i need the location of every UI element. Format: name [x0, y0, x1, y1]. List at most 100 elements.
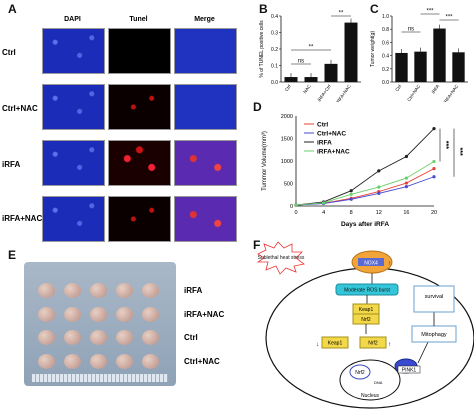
nrf2-nuclear-shape: [349, 364, 371, 380]
dna-label: DNA: [374, 380, 383, 385]
bar: [433, 28, 446, 82]
pink1-box: [397, 365, 421, 374]
nrf2-label-top: Nrf2: [361, 317, 371, 323]
nrf2-box-bottom: [359, 336, 387, 349]
ruler: [32, 374, 168, 382]
keap1-down-arrow: ↓: [316, 342, 319, 348]
row-label-irfa-nac: iRFA+NAC: [2, 214, 43, 223]
col-header-merge: Merge: [194, 16, 215, 23]
image-tunel-irfa: [108, 140, 171, 186]
tumor-sample: [38, 330, 55, 345]
image-dapi-irfa: [42, 140, 105, 186]
tumor-sample: [116, 330, 133, 345]
keap1-label-bottom: Keap1: [328, 341, 343, 347]
image-dapi-ctrl-nac: [42, 84, 105, 130]
series-line: [295, 176, 435, 206]
data-point: [294, 203, 298, 207]
tumor-sample: [142, 283, 159, 298]
data-point: [432, 127, 436, 131]
tumor-sample: [64, 307, 81, 322]
y-tick-label: 0.2: [271, 47, 278, 53]
pathway-diagram: Sublethal heat stress NOX4 ↑ Moderate RO…: [256, 241, 474, 409]
data-point: [404, 176, 408, 180]
col-header-dapi: DAPI: [64, 16, 81, 23]
significance-label: **: [339, 11, 344, 17]
legend-label: iRFA+NAC: [317, 149, 350, 156]
tumor-sample: [116, 283, 133, 298]
x-tick-label: 0: [294, 210, 297, 216]
data-point: [349, 197, 353, 201]
data-point: [432, 175, 436, 179]
y-axis-label: Tumor weight(g): [370, 31, 376, 68]
bar: [324, 63, 338, 82]
nucleus-outline: [339, 359, 401, 401]
y-tick-label: 0.3: [271, 31, 278, 37]
data-point: [377, 185, 381, 189]
series-line: [295, 128, 435, 206]
tumor-sample: [90, 330, 107, 345]
image-merge-irfa: [174, 140, 237, 186]
tumor-sample: [116, 354, 133, 369]
x-tick-label: 20: [431, 210, 437, 216]
y-tick-label: 1500: [281, 137, 293, 143]
y-tick-label: 0.8: [382, 27, 389, 33]
x-tick-label: 8: [350, 210, 353, 216]
image-dapi-irfa-nac: [42, 196, 105, 242]
image-merge-ctrl-nac: [174, 84, 237, 130]
data-point: [349, 189, 353, 193]
tumor-sample: [64, 330, 81, 345]
photo-row-ctrl: Ctrl: [184, 333, 198, 342]
ros-label: Moderate ROS burst: [344, 288, 390, 294]
legend-label: iRFA: [317, 140, 332, 147]
heat-stress-label: Sublethal heat stress: [258, 255, 305, 261]
image-tunel-ctrl: [108, 28, 171, 74]
bar: [395, 52, 408, 82]
nrf2-label-bottom: Nrf2: [368, 341, 378, 347]
data-point: [404, 185, 408, 189]
y-tick-label: 0.0: [382, 80, 389, 86]
chart-d-tumor-volume: 0 500 1000 1500 2000 0 4 8 12 16 20 Days after iRFA…: [262, 114, 463, 228]
data-point: [404, 154, 408, 159]
tumor-sample: [142, 354, 159, 369]
x-tick-label: 16: [403, 210, 409, 216]
tumor-sample: [90, 354, 107, 369]
nrf2-up-arrow: ↑: [388, 342, 391, 348]
y-axis-label: % of TUNEL positive cells: [259, 20, 265, 78]
image-merge-ctrl: [174, 28, 237, 74]
keap1-box-bottom: [321, 336, 349, 349]
row-label-irfa: iRFA: [2, 160, 21, 169]
significance-label: ns: [408, 27, 414, 33]
bar: [304, 77, 318, 82]
panel-label-e: E: [8, 248, 17, 262]
nox4-box: [358, 258, 384, 266]
y-tick-label: 1000: [281, 159, 293, 165]
tumor-sample: [116, 307, 133, 322]
bar: [452, 52, 465, 82]
x-axis-label: Days after iRFA: [341, 221, 389, 228]
col-header-tunel: Tunel: [129, 16, 148, 23]
data-point: [377, 191, 381, 195]
photo-row-irfa-nac: iRFA+NAC: [184, 310, 225, 319]
mitophagy-label: Mitophagy: [421, 332, 447, 338]
y-tick-label: 0.6: [382, 40, 389, 46]
photo-row-irfa: iRFA: [184, 286, 203, 295]
significance-label: ns: [298, 59, 304, 65]
bar: [414, 51, 427, 82]
x-tick-label: Ctrl: [394, 84, 402, 93]
heat-stress-burst: [256, 241, 305, 275]
tumor-sample: [38, 307, 55, 322]
nox4-up-arrow: ↑: [388, 261, 391, 267]
survival-label: survival: [425, 294, 444, 300]
y-tick-label: 500: [284, 182, 293, 188]
y-tick-label: 0.4: [382, 54, 389, 60]
series-line: [295, 161, 435, 206]
row-label-ctrl-nac: Ctrl+NAC: [2, 104, 38, 113]
y-tick-label: 0.1: [271, 64, 278, 70]
pink1-label: PINK1: [402, 368, 417, 374]
arrow-pink1-mitophagy: [417, 341, 429, 364]
tumor-sample: [38, 354, 55, 369]
significance-label: **: [309, 45, 314, 51]
legend-label: Ctrl: [317, 122, 328, 129]
survival-box: [413, 285, 455, 313]
